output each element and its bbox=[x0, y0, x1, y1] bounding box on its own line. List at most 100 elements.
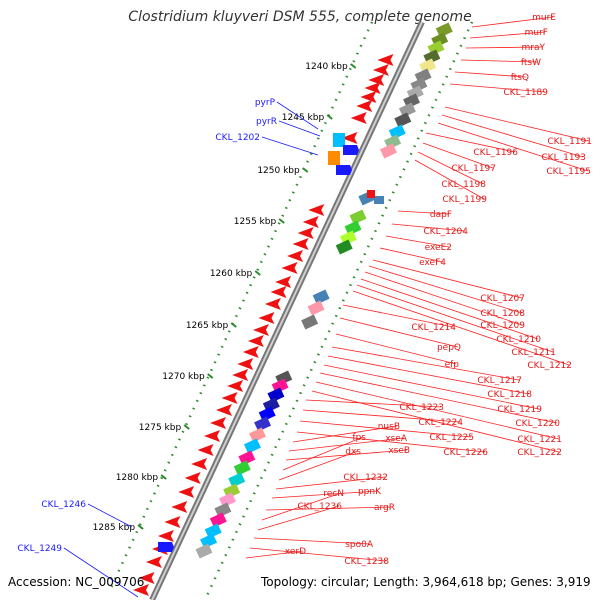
gene-label-spo0a: spo0A bbox=[345, 540, 374, 550]
gene-arrow-red bbox=[227, 380, 244, 392]
gene-arrow-ckl1246 bbox=[158, 542, 174, 552]
scale-label: 1245 kbp bbox=[282, 113, 325, 123]
gene-arrow-red bbox=[275, 276, 292, 288]
gene-label-mray: mraY bbox=[522, 43, 546, 53]
gene-label-pyrr: pyrR bbox=[256, 117, 277, 127]
gene-label-xseb: xseB bbox=[388, 446, 410, 456]
gene-box bbox=[200, 533, 218, 549]
leader-ckl-1219 bbox=[323, 364, 540, 410]
gene-arrow-red bbox=[221, 392, 238, 404]
leader-ftsq bbox=[454, 71, 527, 78]
scale-label: 1280 kbp bbox=[116, 473, 159, 483]
leader-xsea bbox=[288, 437, 405, 452]
gene-arrow-red bbox=[341, 132, 358, 144]
gene-arrow-red bbox=[368, 74, 385, 86]
gene-arrow-red bbox=[292, 238, 309, 250]
scale-label: 1250 kbp bbox=[257, 166, 300, 176]
gene-box bbox=[312, 289, 330, 305]
gene-arrow-red bbox=[204, 430, 221, 442]
scale-label: 1255 kbp bbox=[234, 217, 277, 227]
leader-ckl-1232 bbox=[275, 476, 386, 490]
gene-label-ckl-1217: CKL_1217 bbox=[477, 376, 522, 386]
gene-arrow-red bbox=[138, 572, 155, 584]
scale-label: 1265 kbp bbox=[186, 321, 229, 331]
gene-arrow-red bbox=[287, 250, 304, 262]
leader-ckl-1249 bbox=[63, 547, 139, 598]
leader-ckl-1217 bbox=[331, 346, 520, 381]
gene-box bbox=[335, 239, 353, 255]
gene-arrow-red bbox=[297, 227, 314, 239]
leader-ftsw bbox=[460, 59, 539, 63]
scale-tick bbox=[302, 167, 309, 173]
gene-arrow-red bbox=[308, 204, 325, 216]
accession-label: Accession: NC_009706 bbox=[8, 575, 145, 589]
scale-label: 1270 kbp bbox=[162, 372, 205, 382]
leader-ppnk bbox=[271, 490, 379, 499]
gene-label-argr: argR bbox=[374, 503, 395, 513]
gene-label-ckl-1222: CKL_1222 bbox=[517, 448, 562, 458]
gene-label-pepq: pepQ bbox=[437, 343, 461, 353]
leader-argr bbox=[265, 506, 393, 511]
gene-arrow-red bbox=[164, 516, 181, 528]
gene-box-pyrR bbox=[328, 151, 340, 165]
leader-exee2 bbox=[385, 235, 450, 248]
leader-fps bbox=[282, 436, 364, 471]
gene-label-ckl-1214: CKL_1214 bbox=[411, 323, 456, 333]
gene-box-small bbox=[367, 190, 375, 198]
scale-label: 1285 kbp bbox=[93, 523, 136, 533]
gene-label-recn: recN bbox=[323, 489, 344, 499]
leader-ckl-1226 bbox=[296, 431, 486, 453]
gene-label-ppnk: ppnK bbox=[358, 487, 382, 497]
gene-label-nusb: nusB bbox=[378, 422, 400, 432]
gene-arrow-red bbox=[242, 346, 259, 358]
gene-box bbox=[214, 502, 232, 518]
gene-box bbox=[380, 143, 397, 159]
gene-arrow-red bbox=[350, 112, 367, 124]
scale-tick bbox=[160, 474, 167, 480]
leader-ckl-1204 bbox=[391, 223, 466, 232]
gene-label-ckl-1232: CKL_1232 bbox=[343, 473, 388, 483]
gene-label-ckl-1196: CKL_1196 bbox=[473, 148, 518, 158]
leader-ckl-1189 bbox=[449, 83, 546, 93]
leader-ckl-1209 bbox=[364, 271, 523, 326]
leader-dapf bbox=[397, 210, 450, 215]
leader-ckl-1196 bbox=[425, 132, 516, 153]
gene-box bbox=[258, 406, 276, 422]
leader-pyrr bbox=[278, 120, 321, 137]
gene-box bbox=[398, 102, 416, 118]
gene-arrow-red bbox=[364, 82, 381, 94]
gene-label-ckl-1208: CKL_1208 bbox=[480, 309, 525, 319]
leader-efp bbox=[335, 333, 457, 365]
gene-box bbox=[209, 512, 227, 528]
leader-ckl-1238 bbox=[249, 547, 387, 562]
gene-box bbox=[254, 416, 272, 432]
leader-mray bbox=[465, 46, 543, 49]
leader-ckl-1197 bbox=[422, 142, 494, 169]
gene-box bbox=[249, 427, 266, 443]
leader-ckl-1208 bbox=[368, 265, 523, 314]
gene-label-exef4: exeF4 bbox=[419, 258, 446, 268]
leader-mure bbox=[471, 16, 554, 28]
gene-label-xerd: xerD bbox=[285, 547, 306, 557]
gene-label-dapf: dapF bbox=[430, 210, 452, 220]
gene-label-ckl-1199: CKL_1199 bbox=[442, 195, 487, 205]
gene-arrow-red bbox=[145, 556, 162, 568]
gene-label-ckl-1209: CKL_1209 bbox=[480, 321, 525, 331]
gene-arrow-red bbox=[270, 286, 287, 298]
gene-label-ckl-1226: CKL_1226 bbox=[443, 448, 488, 458]
gene-label-ckl-1225: CKL_1225 bbox=[429, 433, 474, 443]
gene-label-mure: murE bbox=[532, 13, 556, 23]
leader-ckl-1210 bbox=[360, 278, 539, 340]
leader-ckl-1221 bbox=[315, 381, 560, 440]
leader-ckl-1191 bbox=[444, 106, 590, 142]
gene-label-efp: efp bbox=[445, 360, 460, 370]
gene-arrow-red bbox=[281, 262, 298, 274]
gene-box-pyrP bbox=[333, 133, 345, 147]
gene-arrow-red bbox=[178, 486, 195, 498]
leader-ckl-1207 bbox=[372, 259, 523, 299]
gene-label-ckl-1193: CKL_1193 bbox=[541, 153, 586, 163]
gene-label-ckl-1249: CKL_1249 bbox=[17, 544, 62, 554]
gene-label-ftsw: ftsW bbox=[521, 58, 541, 68]
gene-arrow-red bbox=[216, 404, 233, 416]
